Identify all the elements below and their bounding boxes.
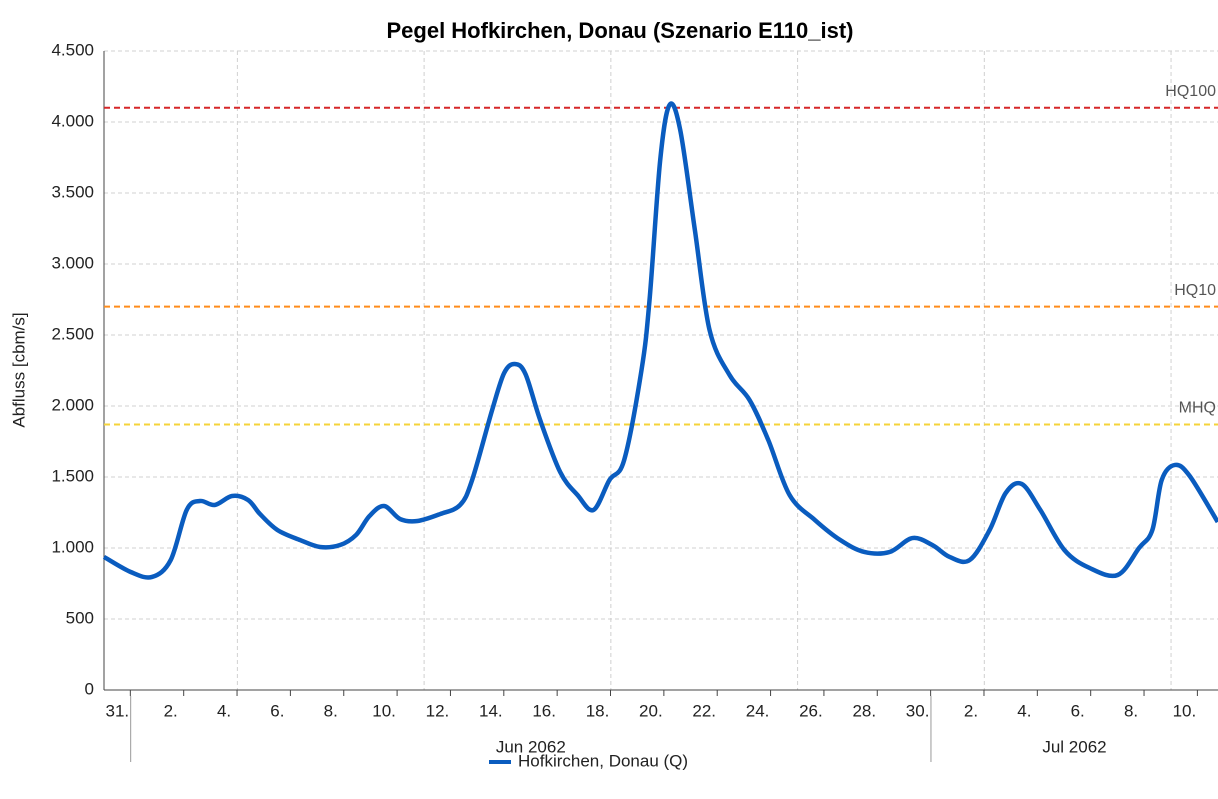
y-tick-label: 1.500 <box>51 466 94 485</box>
y-tick-label: 3.500 <box>51 182 94 201</box>
x-tick-label: 24. <box>746 701 770 720</box>
x-tick-label: 20. <box>639 701 663 720</box>
x-tick-label: 6. <box>1071 701 1085 720</box>
reference-label: HQ10 <box>1174 282 1216 299</box>
x-tick-label: 10. <box>372 701 396 720</box>
x-tick-label: 2. <box>164 701 178 720</box>
y-tick-label: 500 <box>66 608 94 627</box>
x-tick-label: 12. <box>426 701 450 720</box>
period-label: Jun 2062 <box>496 737 566 756</box>
data-line <box>102 101 1218 580</box>
reference-label: HQ100 <box>1165 83 1216 100</box>
x-tick-label: 26. <box>799 701 823 720</box>
y-tick-label: 0 <box>85 679 94 698</box>
x-tick-label: 16. <box>532 701 556 720</box>
legend-label: Hofkirchen, Donau (Q) <box>518 751 688 770</box>
x-tick-label: 10. <box>1173 701 1197 720</box>
y-tick-label: 1.000 <box>51 537 94 556</box>
x-tick-label: 6. <box>270 701 284 720</box>
x-tick-label: 18. <box>586 701 610 720</box>
y-tick-label: 4.500 <box>51 40 94 59</box>
x-tick-label: 28. <box>852 701 876 720</box>
y-tick-label: 2.500 <box>51 324 94 343</box>
x-tick-label: 14. <box>479 701 503 720</box>
x-tick-label: 8. <box>324 701 338 720</box>
period-label: Jul 2062 <box>1042 737 1106 756</box>
chart-title: Pegel Hofkirchen, Donau (Szenario E110_i… <box>386 18 853 43</box>
y-tick-label: 3.000 <box>51 253 94 272</box>
y-tick-label: 4.000 <box>51 111 94 130</box>
reference-label: MHQ <box>1179 400 1216 417</box>
x-tick-label: 4. <box>217 701 231 720</box>
x-tick-label: 22. <box>692 701 716 720</box>
y-axis-label: Abfluss [cbm/s] <box>9 312 28 427</box>
x-tick-label: 31. <box>106 701 130 720</box>
x-tick-label: 8. <box>1124 701 1138 720</box>
x-tick-label: 2. <box>964 701 978 720</box>
x-tick-label: 30. <box>906 701 930 720</box>
x-tick-label: 4. <box>1017 701 1031 720</box>
y-tick-label: 2.000 <box>51 395 94 414</box>
